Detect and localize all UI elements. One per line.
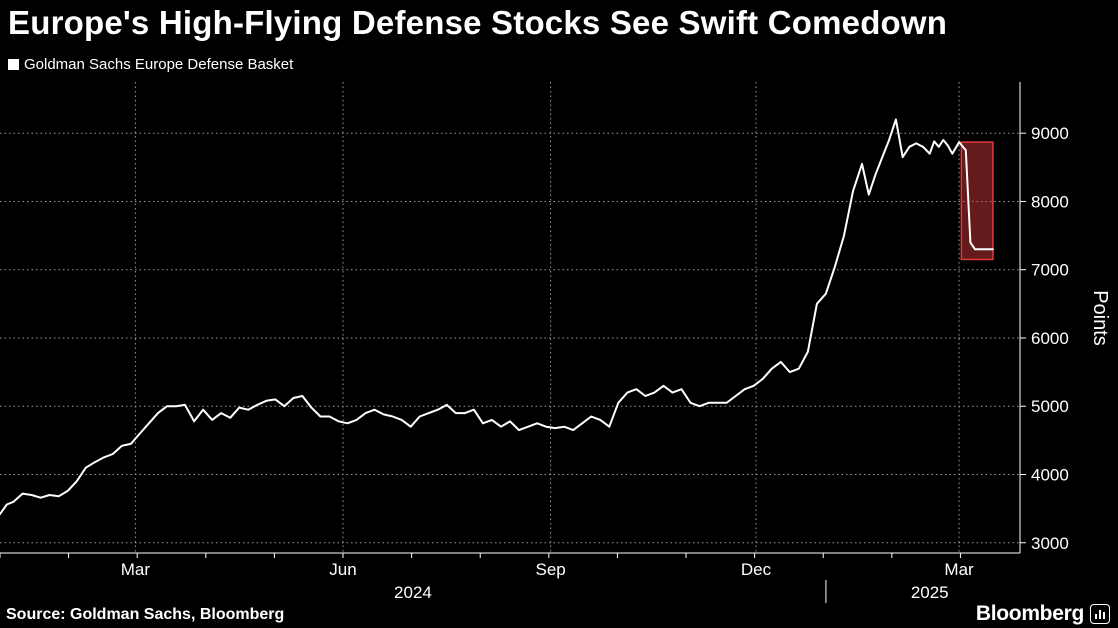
bloomberg-logo: Bloomberg [976, 602, 1110, 626]
legend-label: Goldman Sachs Europe Defense Basket [24, 56, 294, 73]
chart-title: Europe's High-Flying Defense Stocks See … [8, 4, 948, 41]
series-line [0, 118, 994, 516]
x-tick-label: Dec [741, 560, 772, 579]
year-label: 2025 [911, 583, 949, 602]
y-tick-label: 3000 [1031, 534, 1069, 553]
y-tick-label: 6000 [1031, 329, 1069, 348]
y-tick-label: 9000 [1031, 124, 1069, 143]
source-note: Source: Goldman Sachs, Bloomberg [6, 606, 285, 623]
legend-swatch [8, 59, 19, 70]
y-tick-label: 4000 [1031, 466, 1069, 485]
x-tick-label: Mar [121, 560, 151, 579]
y-axis-label: Points [1089, 290, 1111, 346]
brand-name: Bloomberg [975, 602, 1084, 625]
y-tick-label: 5000 [1031, 397, 1069, 416]
tick-labels: 3000 4000 5000 6000 7000 8000 9000 Mar Jun Sep Dec… [121, 124, 1069, 602]
series-layer [0, 118, 994, 516]
axes [0, 82, 1026, 603]
y-tick-label: 7000 [1031, 261, 1069, 280]
legend: Goldman Sachs Europe Defense Basket [8, 56, 293, 73]
x-tick-label: Mar [944, 560, 974, 579]
year-label: 2024 [394, 583, 432, 602]
x-tick-label: Jun [329, 560, 356, 579]
x-tick-label: Sep [535, 560, 565, 579]
gridlines [0, 82, 1020, 553]
y-tick-label: 8000 [1031, 192, 1069, 211]
bar-chart-icon [1090, 604, 1110, 624]
